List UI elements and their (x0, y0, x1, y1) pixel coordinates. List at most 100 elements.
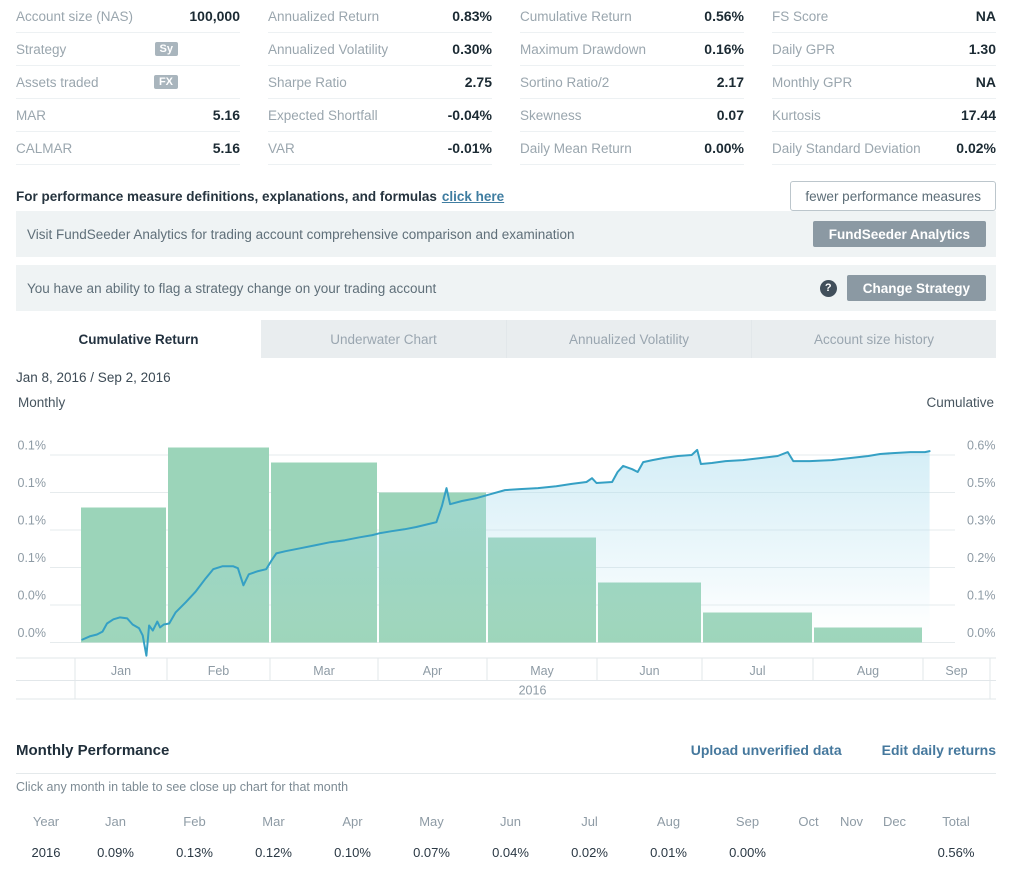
right-axis-tick: 0.6% (967, 439, 996, 453)
metric-badge: FX (153, 75, 178, 89)
left-axis-tick: 0.0% (18, 626, 47, 640)
tab-underwater-chart[interactable]: Underwater Chart (330, 331, 437, 347)
month-label-aug: Aug (857, 664, 879, 678)
definitions-text: For performance measure definitions, exp… (16, 188, 437, 204)
month-cell[interactable]: 0.09% (97, 844, 134, 860)
metric-label: Sortino Ratio/2 (520, 74, 610, 90)
month-cell[interactable]: 0.02% (571, 844, 608, 860)
change-strategy-button[interactable]: Change Strategy (846, 275, 986, 301)
table-header-feb: Feb (183, 813, 206, 829)
metric-row: Sharpe Ratio 2.75 (268, 66, 492, 99)
metric-value: 5.16 (212, 107, 240, 123)
month-label-jun: Jun (639, 664, 659, 678)
month-cell (830, 836, 873, 868)
table-header-total: Total (942, 813, 970, 829)
metric-value: NA (975, 8, 996, 24)
metric-value: NA (975, 74, 996, 90)
table-header-year: Year (32, 813, 60, 829)
metric-row: FS Score NA (772, 0, 996, 33)
left-axis-tick: 0.1% (18, 551, 47, 565)
analytics-banner-text: Visit FundSeeder Analytics for trading a… (27, 226, 575, 242)
metric-label: Kurtosis (772, 107, 821, 123)
metric-label: CALMAR (16, 140, 73, 156)
metric-row: Cumulative Return 0.56% (520, 0, 744, 33)
table-header-jun: Jun (500, 813, 521, 829)
month-label-sep: Sep (945, 664, 967, 678)
month-label-feb: Feb (208, 664, 230, 678)
table-header-aug: Aug (656, 813, 681, 829)
tab-account-size-history[interactable]: Account size history (751, 320, 996, 358)
help-icon[interactable]: ? (819, 279, 837, 297)
metric-value: 2.75 (464, 74, 492, 90)
metric-value: 0.02% (956, 140, 996, 156)
month-label-jan: Jan (111, 664, 131, 678)
month-label-apr: Apr (423, 664, 442, 678)
chart-canvas: Monthly Cumulative 0.1% 0.6% 0.1% 0.5% 0.1% 0.3… (16, 395, 996, 700)
metric-value: 0.30% (452, 41, 492, 57)
right-axis-tick: 0.1% (967, 589, 996, 603)
month-cell (787, 836, 830, 868)
strategy-banner-text: You have an ability to flag a strategy c… (27, 280, 437, 296)
month-cell[interactable]: 0.04% (492, 844, 529, 860)
cumulative-area (82, 449, 930, 656)
year-cell: 2016 (31, 844, 61, 860)
definitions-row: For performance measure definitions, exp… (16, 181, 996, 211)
chart-tabs: Cumulative Return Underwater Chart Annuali… (16, 320, 996, 358)
metric-label: VAR (268, 140, 295, 156)
performance-metrics-grid: Account size (NAS) 100,000 Strategy Sy Asset… (16, 0, 996, 165)
metric-label: Account size (NAS) (16, 8, 134, 24)
metric-label: Assets traded (16, 74, 99, 90)
metric-label: MAR (16, 107, 46, 123)
left-axis-title: Monthly (18, 395, 66, 410)
month-label-jul: Jul (750, 664, 766, 678)
metric-label: Monthly GPR (772, 74, 853, 90)
total-cell: 0.56% (937, 844, 975, 860)
metric-badge: Sy (154, 42, 178, 56)
metric-label: Strategy (16, 41, 67, 57)
right-axis-tick: 0.3% (967, 514, 996, 528)
metric-row: Annualized Volatility 0.30% (268, 33, 492, 66)
metric-row: VAR -0.01% (268, 132, 492, 165)
metric-row: Annualized Return 0.83% (268, 0, 492, 33)
table-header-nov: Nov (839, 813, 864, 829)
metric-value: 0.16% (704, 41, 744, 57)
monthly-performance-table: Year Jan Feb Mar Apr May Jun Jul Aug Sep Oct Nov Dec… (16, 806, 996, 868)
metric-row: Sortino Ratio/2 2.17 (520, 66, 744, 99)
metric-row: Daily Mean Return 0.00% (520, 132, 744, 165)
month-cell[interactable]: 0.13% (176, 844, 213, 860)
year-label: 2016 (519, 684, 547, 698)
upload-unverified-data-link[interactable]: Upload unverified data (690, 742, 842, 758)
metric-value: 2.17 (716, 74, 744, 90)
metric-value: 0.07 (716, 107, 744, 123)
metric-row: Strategy Sy (16, 33, 240, 66)
metric-row: MAR 5.16 (16, 99, 240, 132)
month-cell[interactable]: 0.00% (729, 844, 766, 860)
date-range: Jan 8, 2016 / Sep 2, 2016 (16, 370, 171, 385)
left-axis-tick: 0.0% (18, 589, 47, 603)
tab-annualized-volatility[interactable]: Annualized Volatility (506, 320, 751, 358)
tab-cumulative-return[interactable]: Cumulative Return (16, 320, 261, 358)
month-cell[interactable]: 0.10% (334, 844, 371, 860)
metric-value: 17.44 (960, 107, 996, 123)
month-cell[interactable]: 0.12% (255, 844, 292, 860)
fewer-performance-measures-button[interactable]: fewer performance measures (790, 181, 996, 211)
metric-label: Maximum Drawdown (520, 41, 647, 57)
metric-value: -0.01% (447, 140, 492, 156)
month-cell (873, 836, 916, 868)
metric-label: FS Score (772, 8, 829, 24)
month-cell[interactable]: 0.07% (413, 844, 450, 860)
click-here-link[interactable]: click here (441, 188, 505, 204)
metrics-column: FS Score NA Daily GPR 1.30 Monthly GPR NA Kurt… (772, 0, 996, 165)
month-cell[interactable]: 0.01% (650, 844, 687, 860)
edit-daily-returns-link[interactable]: Edit daily returns (881, 742, 996, 758)
metric-row: Maximum Drawdown 0.16% (520, 33, 744, 66)
fundseeder-analytics-button[interactable]: FundSeeder Analytics (812, 221, 986, 247)
metric-row: Skewness 0.07 (520, 99, 744, 132)
right-axis-title: Cumulative (926, 395, 994, 410)
metrics-column: Annualized Return 0.83% Annualized Volatil… (268, 0, 492, 165)
metric-value: 0.56% (704, 8, 744, 24)
monthly-performance-caption: Click any month in table to see close up… (16, 780, 349, 794)
table-header-may: May (419, 813, 444, 829)
right-axis-tick: 0.5% (967, 476, 996, 490)
metric-label: Daily GPR (772, 41, 836, 57)
